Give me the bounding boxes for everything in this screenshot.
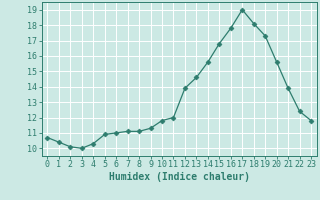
X-axis label: Humidex (Indice chaleur): Humidex (Indice chaleur) [109,172,250,182]
